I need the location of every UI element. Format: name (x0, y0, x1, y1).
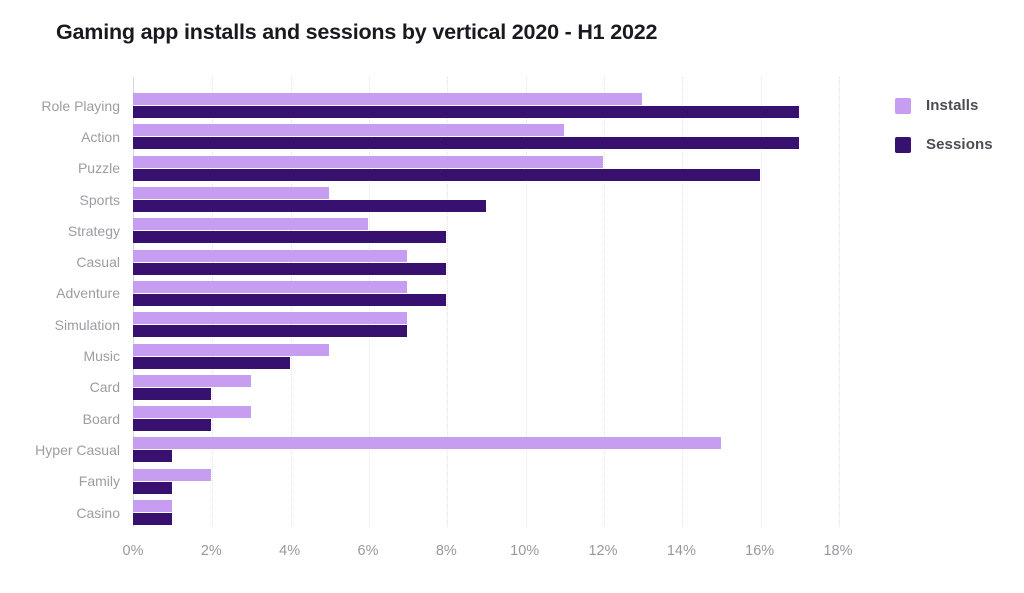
bar-pair (133, 280, 838, 306)
installs-bar (133, 280, 408, 293)
x-tick-label: 2% (200, 543, 222, 559)
bar-pair (133, 406, 838, 432)
sessions-bar (133, 481, 173, 494)
bar-pair (133, 312, 838, 338)
bar-pair (133, 500, 838, 525)
installs-bar (133, 312, 408, 325)
category-label: Simulation (54, 316, 120, 333)
installs-swatch-icon (895, 97, 911, 114)
bar-pair (133, 187, 838, 213)
installs-bar (133, 468, 212, 481)
installs-bar (133, 124, 564, 137)
legend-item-sessions: Sessions (895, 136, 993, 153)
bar-pair (133, 155, 838, 181)
bar-pair (133, 374, 838, 400)
sessions-bar (133, 387, 212, 400)
gridline (760, 77, 762, 527)
bar-rows: Role Playing Action Puzzle Sports Strategy Ca… (0, 77, 860, 528)
bar-chart: Role Playing Action Puzzle Sports Strategy Ca… (0, 77, 880, 577)
bar-row: Music (0, 340, 860, 371)
bar-row: Role Playing (0, 90, 860, 121)
bar-pair (133, 218, 838, 244)
x-tick-label: 18% (823, 543, 853, 559)
sessions-bar (133, 262, 447, 275)
installs-bar (133, 249, 408, 262)
gridline (525, 77, 527, 527)
sessions-bar (133, 137, 799, 150)
sessions-bar (133, 200, 486, 213)
category-label: Action (81, 128, 120, 145)
sessions-bar (133, 106, 799, 119)
category-label: Casino (76, 504, 120, 521)
installs-bar (133, 155, 603, 168)
installs-bar (133, 343, 329, 356)
bar-row: Strategy (0, 215, 860, 246)
bar-row: Adventure (0, 278, 860, 309)
legend: Installs Sessions (895, 97, 993, 175)
chart-title: Gaming app installs and sessions by vert… (56, 20, 658, 44)
category-label: Sports (79, 191, 120, 208)
installs-bar (133, 374, 251, 387)
bar-row: Simulation (0, 309, 860, 340)
bar-pair (133, 437, 838, 463)
category-label: Board (82, 410, 120, 427)
category-label: Strategy (67, 222, 120, 239)
bar-row: Action (0, 121, 860, 152)
bar-row: Puzzle (0, 153, 860, 184)
x-tick-label: 16% (745, 543, 775, 559)
gridline (839, 77, 840, 527)
bar-row: Hyper Casual (0, 434, 860, 465)
bar-pair (133, 343, 838, 369)
installs-bar (133, 218, 368, 231)
sessions-bar (133, 325, 408, 338)
sessions-bar (133, 513, 173, 525)
installs-bar (133, 437, 721, 450)
category-label: Role Playing (41, 97, 120, 114)
legend-item-installs: Installs (895, 97, 993, 114)
category-label: Puzzle (77, 160, 120, 177)
legend-label-sessions: Sessions (926, 136, 993, 153)
installs-bar (133, 93, 643, 106)
bar-row: Board (0, 403, 860, 434)
sessions-bar (133, 356, 290, 369)
x-tick-label: 8% (435, 543, 457, 559)
bar-row: Casino (0, 497, 860, 528)
gridline (604, 77, 605, 527)
category-label: Music (83, 348, 120, 365)
bar-row: Family (0, 466, 860, 497)
sessions-bar (133, 450, 173, 463)
category-label: Card (89, 379, 120, 396)
gridline (682, 77, 684, 527)
bar-pair (133, 124, 838, 150)
installs-bar (133, 500, 173, 512)
sessions-bar (133, 419, 212, 432)
x-axis: 0% 2% 4% 6% 8% 10% 12% 14% 16% 18% (123, 543, 853, 563)
x-tick-label: 0% (122, 543, 144, 559)
bar-row: Card (0, 372, 860, 403)
category-label: Hyper Casual (35, 441, 120, 458)
x-tick-label: 10% (510, 543, 540, 559)
bar-pair (133, 468, 838, 494)
bar-pair (133, 249, 838, 275)
x-tick-label: 6% (357, 543, 379, 559)
sessions-bar (133, 231, 447, 244)
x-tick-label: 4% (279, 543, 301, 559)
legend-label-installs: Installs (926, 97, 979, 114)
gridline (447, 77, 449, 527)
bar-pair (133, 93, 838, 119)
sessions-swatch-icon (895, 136, 911, 153)
category-label: Casual (76, 254, 120, 271)
installs-bar (133, 406, 251, 419)
installs-bar (133, 187, 329, 200)
bar-row: Casual (0, 246, 860, 277)
x-tick-label: 12% (588, 543, 618, 559)
x-tick-label: 14% (666, 543, 696, 559)
category-label: Family (78, 473, 120, 490)
sessions-bar (133, 293, 447, 306)
sessions-bar (133, 168, 760, 181)
category-label: Adventure (56, 285, 120, 302)
bar-row: Sports (0, 184, 860, 215)
